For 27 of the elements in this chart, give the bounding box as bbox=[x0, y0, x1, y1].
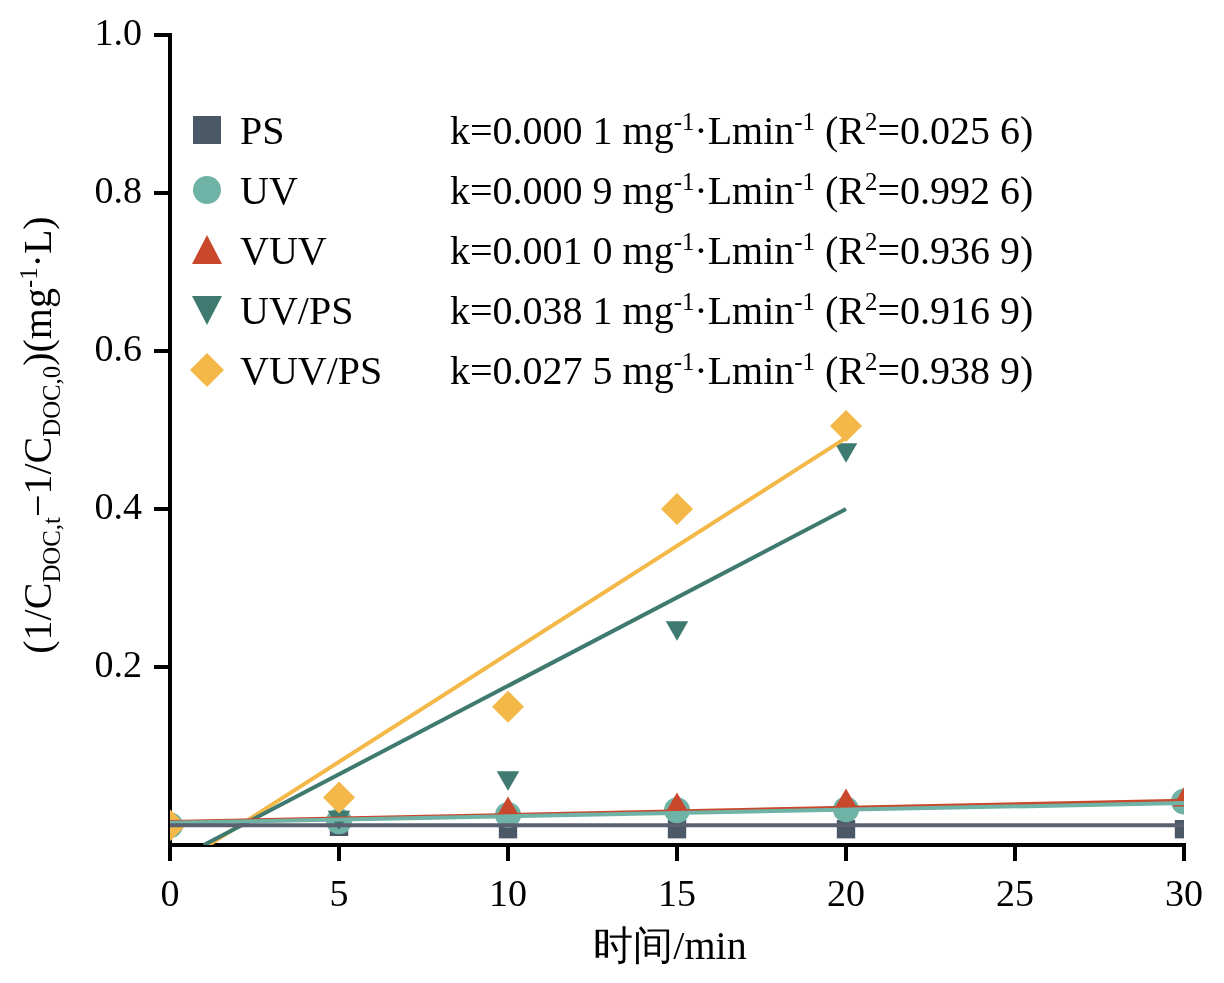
x-tick-label: 30 bbox=[1165, 871, 1203, 914]
x-tick-label: 20 bbox=[827, 871, 865, 914]
annotation: k=0.000 1 mg$^{-1}$·Lmin$^{-1}$ (R$^{2}$=0.025 6) bbox=[450, 106, 1034, 154]
legend-label: VUV/PS bbox=[240, 346, 384, 394]
annotation: k=0.001 0 mg$^{-1}$·Lmin$^{-1}$ (R$^{2}$=0.936 9) bbox=[450, 226, 1034, 274]
point bbox=[492, 690, 524, 723]
legend-label: PS bbox=[240, 106, 286, 154]
point bbox=[323, 781, 355, 814]
point bbox=[830, 410, 862, 443]
x-tick-label: 15 bbox=[658, 871, 696, 914]
y-tick-label: 0.2 bbox=[94, 643, 142, 686]
x-tick-label: 10 bbox=[489, 871, 527, 914]
x-tick-label: 0 bbox=[160, 871, 180, 914]
x-tick-label: 25 bbox=[996, 871, 1034, 914]
y-tick-label: 0.4 bbox=[94, 485, 142, 528]
point bbox=[661, 493, 693, 526]
annotation: k=0.038 1 mg$^{-1}$·Lmin$^{-1}$ (R$^{2}$=0.916 9) bbox=[450, 286, 1034, 334]
x-axis-title: 时间/min bbox=[593, 921, 747, 970]
y-tick-label: 0.8 bbox=[94, 168, 142, 211]
legend-label: UV/PS bbox=[240, 286, 355, 334]
legend-label: UV bbox=[240, 166, 299, 214]
y-tick-label: 1.0 bbox=[94, 10, 142, 53]
legend-label: VUV bbox=[240, 226, 328, 274]
y-tick-label: 0.6 bbox=[94, 326, 142, 369]
annotation: k=0.000 9 mg$^{-1}$·Lmin$^{-1}$ (R$^{2}$=0.992 6) bbox=[450, 166, 1034, 214]
x-tick-label: 5 bbox=[329, 871, 349, 914]
annotation: k=0.027 5 mg$^{-1}$·Lmin$^{-1}$ (R$^{2}$=0.938 9) bbox=[450, 346, 1034, 394]
